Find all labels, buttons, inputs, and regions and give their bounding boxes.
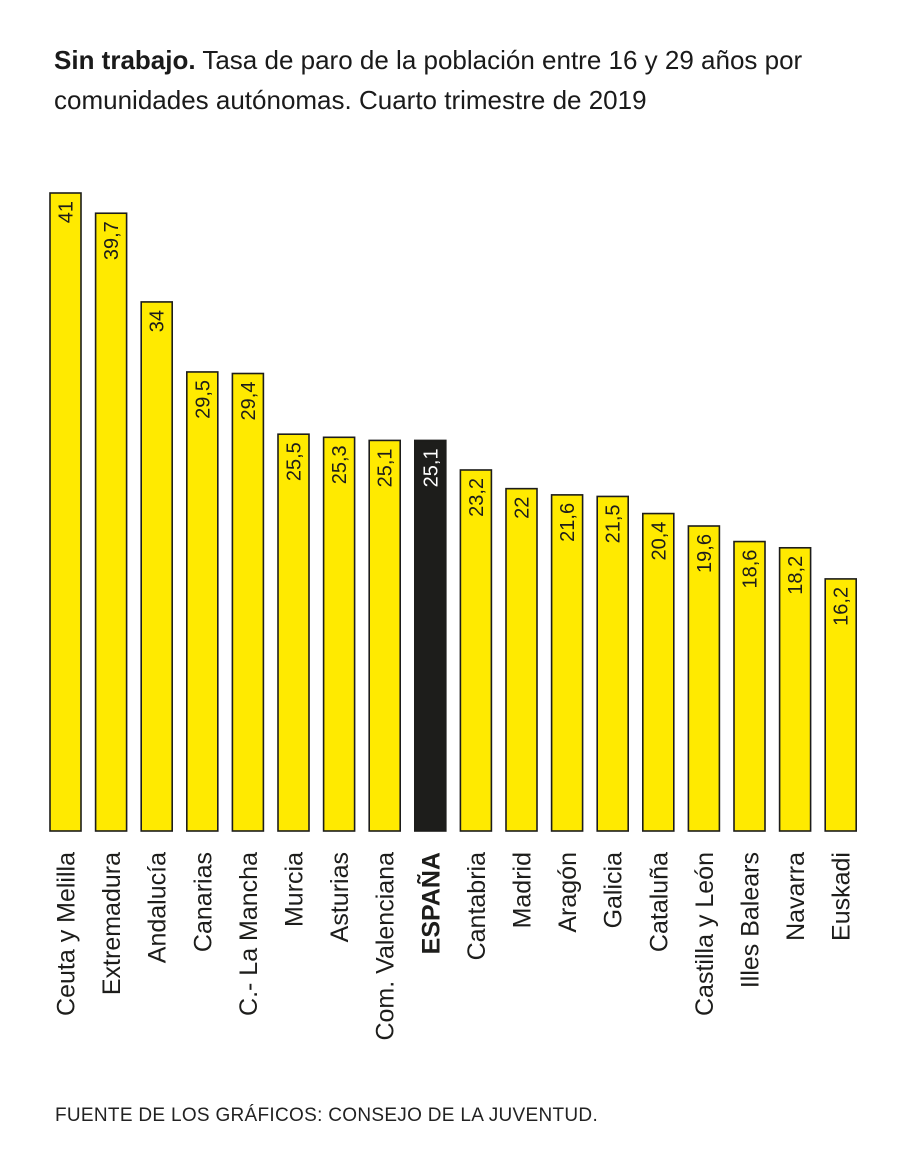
value-label-0: 41 — [56, 201, 78, 223]
bar-6 — [322, 436, 356, 832]
category-label-16: Navarra — [782, 852, 810, 941]
category-label-14: Castilla y León — [691, 852, 719, 1016]
bar-8 — [413, 439, 447, 832]
bar-5 — [277, 433, 310, 832]
category-label-15: Illes Balears — [737, 852, 765, 988]
bar-0 — [49, 192, 82, 832]
bar-7 — [368, 439, 402, 832]
value-label-3: 29,5 — [192, 380, 214, 419]
category-label-10: Madrid — [509, 852, 537, 928]
chart-title-text: Tasa de paro de la población entre 16 y … — [54, 45, 803, 115]
value-label-6: 25,3 — [329, 445, 351, 484]
value-label-8: 25,1 — [420, 448, 442, 487]
category-label-12: Galicia — [600, 852, 628, 929]
category-label-4: C.- La Mancha — [235, 852, 263, 1016]
value-label-4: 29,4 — [238, 382, 260, 421]
value-label-12: 21,5 — [603, 504, 625, 543]
value-label-14: 19,6 — [694, 534, 716, 573]
bar-11 — [550, 494, 584, 832]
bar-16 — [778, 546, 812, 832]
value-label-7: 25,1 — [375, 448, 397, 487]
bar-13 — [641, 512, 675, 832]
bar-15 — [733, 540, 766, 832]
value-label-16: 18,2 — [785, 556, 807, 595]
category-label-13: Cataluña — [645, 852, 673, 952]
bar-1 — [94, 212, 128, 832]
category-label-9: Cantabria — [463, 852, 491, 960]
value-label-13: 20,4 — [648, 522, 670, 561]
value-label-15: 18,6 — [740, 550, 762, 589]
bar-14 — [687, 525, 721, 832]
category-label-5: Murcia — [281, 852, 309, 927]
bar-4 — [231, 372, 265, 832]
category-label-1: Extremadura — [98, 852, 126, 995]
category-label-2: Andalucía — [144, 852, 172, 963]
category-label-7: Com. Valenciana — [372, 852, 400, 1041]
value-label-11: 21,6 — [557, 503, 579, 542]
bar-3 — [186, 371, 219, 832]
bar-12 — [596, 495, 630, 832]
value-label-5: 25,5 — [284, 442, 306, 481]
bar-10 — [505, 487, 538, 832]
value-label-10: 22 — [512, 497, 534, 519]
category-label-6: Asturias — [326, 852, 354, 942]
bar-2 — [140, 301, 173, 832]
category-label-0: Ceuta y Melilla — [53, 852, 81, 1016]
bar-9 — [459, 469, 493, 832]
value-label-1: 39,7 — [101, 221, 123, 260]
category-label-8: ESPAÑA — [415, 852, 445, 954]
category-label-3: Canarias — [189, 852, 217, 952]
value-label-9: 23,2 — [466, 478, 488, 517]
chart-title-bold: Sin trabajo. — [54, 45, 196, 75]
category-label-11: Aragón — [554, 852, 582, 933]
value-label-2: 34 — [147, 310, 169, 332]
category-label-17: Euskadi — [828, 852, 856, 941]
source-note: FUENTE DE LOS GRÁFICOS: CONSEJO DE LA JU… — [55, 1105, 599, 1126]
value-label-17: 16,2 — [831, 587, 853, 626]
bar-17 — [824, 578, 858, 832]
chart-title: Sin trabajo. Tasa de paro de la població… — [54, 40, 874, 120]
